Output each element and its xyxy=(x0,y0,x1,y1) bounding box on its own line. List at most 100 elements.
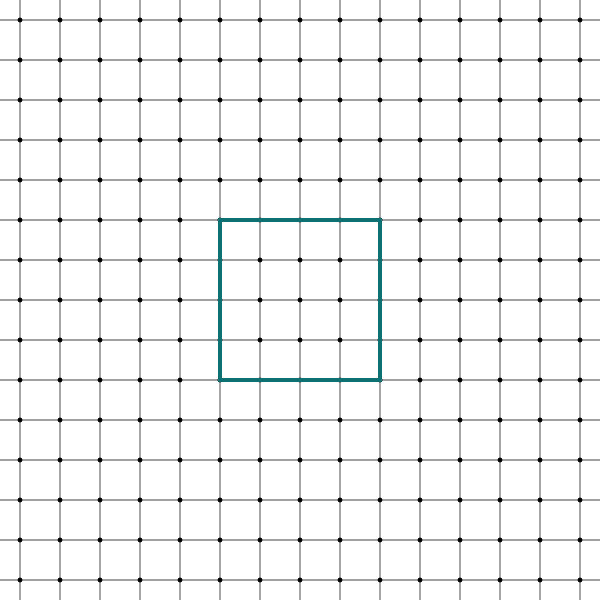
grid-dot xyxy=(57,337,63,343)
grid-dot xyxy=(377,417,383,423)
grid-dot xyxy=(497,17,503,23)
grid-dot xyxy=(17,297,23,303)
grid-dot xyxy=(177,137,183,143)
grid-dot xyxy=(457,377,463,383)
grid-dot xyxy=(217,17,223,23)
grid-dot xyxy=(137,97,143,103)
grid-dot xyxy=(17,137,23,143)
grid-dot xyxy=(577,137,583,143)
grid-dot xyxy=(17,497,23,503)
grid-dot xyxy=(577,377,583,383)
grid-dot xyxy=(577,217,583,223)
grid-dot xyxy=(577,337,583,343)
grid-dot xyxy=(17,97,23,103)
grid-dot xyxy=(497,417,503,423)
grid-dot xyxy=(497,337,503,343)
grid-dot xyxy=(97,177,103,183)
grid-dot xyxy=(577,457,583,463)
grid-dot xyxy=(177,217,183,223)
grid-dot xyxy=(177,257,183,263)
grid-dot xyxy=(137,337,143,343)
grid-dot xyxy=(57,297,63,303)
grid-dot xyxy=(257,417,263,423)
grid-dot xyxy=(337,337,343,343)
grid-dot xyxy=(377,537,383,543)
grid-dot xyxy=(537,257,543,263)
grid-dot xyxy=(417,377,423,383)
grid-dot xyxy=(417,17,423,23)
grid-dot xyxy=(297,457,303,463)
grid-dot xyxy=(137,417,143,423)
grid-dot xyxy=(537,217,543,223)
grid-dot xyxy=(537,537,543,543)
grid-dot xyxy=(217,577,223,583)
grid-dot xyxy=(337,497,343,503)
grid-dot xyxy=(137,257,143,263)
grid-dot xyxy=(297,417,303,423)
grid-dot xyxy=(57,577,63,583)
grid-dot xyxy=(457,57,463,63)
grid-dot xyxy=(257,137,263,143)
grid-dot xyxy=(177,17,183,23)
grid-dot xyxy=(177,177,183,183)
grid-dot xyxy=(137,577,143,583)
grid-dot xyxy=(97,57,103,63)
grid-dot xyxy=(537,137,543,143)
grid-dot xyxy=(137,217,143,223)
grid-dot xyxy=(457,457,463,463)
grid-dot xyxy=(457,497,463,503)
grid-dot xyxy=(297,577,303,583)
grid-dot xyxy=(257,537,263,543)
grid-dot xyxy=(537,497,543,503)
grid-dot xyxy=(57,17,63,23)
grid-dot xyxy=(217,177,223,183)
grid-dot xyxy=(137,537,143,543)
grid-dot xyxy=(457,217,463,223)
grid-dot xyxy=(417,457,423,463)
grid-dot xyxy=(217,57,223,63)
grid-dot xyxy=(137,177,143,183)
grid-dot xyxy=(577,257,583,263)
grid-dot xyxy=(57,377,63,383)
grid-dot xyxy=(137,457,143,463)
grid-dot xyxy=(17,217,23,223)
grid-dot xyxy=(57,177,63,183)
grid-dot xyxy=(417,257,423,263)
grid-dot xyxy=(257,97,263,103)
grid-dot xyxy=(17,177,23,183)
grid-dot xyxy=(97,577,103,583)
grid-dot xyxy=(177,457,183,463)
grid-dot xyxy=(337,177,343,183)
grid-dot xyxy=(337,137,343,143)
grid-dot xyxy=(457,17,463,23)
grid-dot xyxy=(577,417,583,423)
grid-dot xyxy=(177,97,183,103)
grid-dot xyxy=(537,97,543,103)
grid-dot xyxy=(97,17,103,23)
grid-dot xyxy=(457,257,463,263)
grid-dot xyxy=(97,297,103,303)
grid-dot xyxy=(177,537,183,543)
grid-dot xyxy=(257,257,263,263)
grid-dot xyxy=(297,177,303,183)
grid-dot xyxy=(57,217,63,223)
grid-dot xyxy=(497,97,503,103)
grid-dot xyxy=(257,17,263,23)
grid-dot xyxy=(17,257,23,263)
grid-dot xyxy=(377,57,383,63)
grid-dot xyxy=(217,457,223,463)
grid-dots xyxy=(17,17,583,583)
grid-dot xyxy=(57,57,63,63)
grid-dot xyxy=(497,537,503,543)
grid-dot xyxy=(577,177,583,183)
grid-dot xyxy=(537,577,543,583)
grid-dot xyxy=(57,257,63,263)
grid-dot xyxy=(497,257,503,263)
grid-dot xyxy=(297,57,303,63)
grid-dot xyxy=(417,137,423,143)
grid-dot xyxy=(417,217,423,223)
grid-dot xyxy=(137,497,143,503)
grid-dot xyxy=(177,497,183,503)
grid-dot xyxy=(297,337,303,343)
